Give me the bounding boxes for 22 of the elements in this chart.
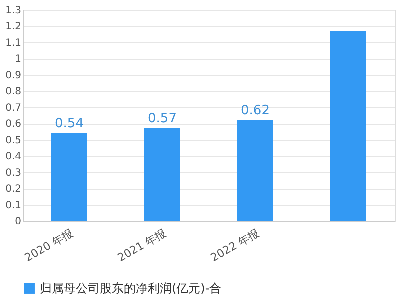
- y-tick-label: 0.1: [6, 200, 22, 212]
- y-tick-label: 1.2: [6, 22, 22, 33]
- y-tick-label: 0.7: [6, 102, 22, 114]
- legend-label: 归属母公司股东的净利润(亿元)-合: [40, 282, 222, 296]
- data-label: 0.62: [241, 103, 270, 118]
- y-tick-label: 1.3: [6, 6, 22, 16]
- y-tick-label: 0.2: [6, 184, 22, 196]
- y-tick-label: 0.5: [6, 135, 22, 146]
- y-tick-label: 0.6: [6, 119, 22, 130]
- bar: [238, 120, 274, 221]
- y-tick-label: 0.9: [6, 70, 22, 82]
- y-tick-label: 1.1: [6, 38, 22, 49]
- y-tick-label: 1: [15, 54, 22, 66]
- y-tick-label: 0.3: [6, 168, 22, 179]
- y-tick-label: 0.8: [6, 86, 22, 98]
- data-label: 0.57: [148, 111, 177, 126]
- y-tick-label: 0.4: [6, 152, 22, 163]
- bar: [144, 128, 180, 221]
- data-label: 0.54: [55, 116, 84, 132]
- bar: [52, 133, 88, 221]
- bar: [330, 31, 366, 221]
- y-tick-label: 0: [15, 216, 22, 228]
